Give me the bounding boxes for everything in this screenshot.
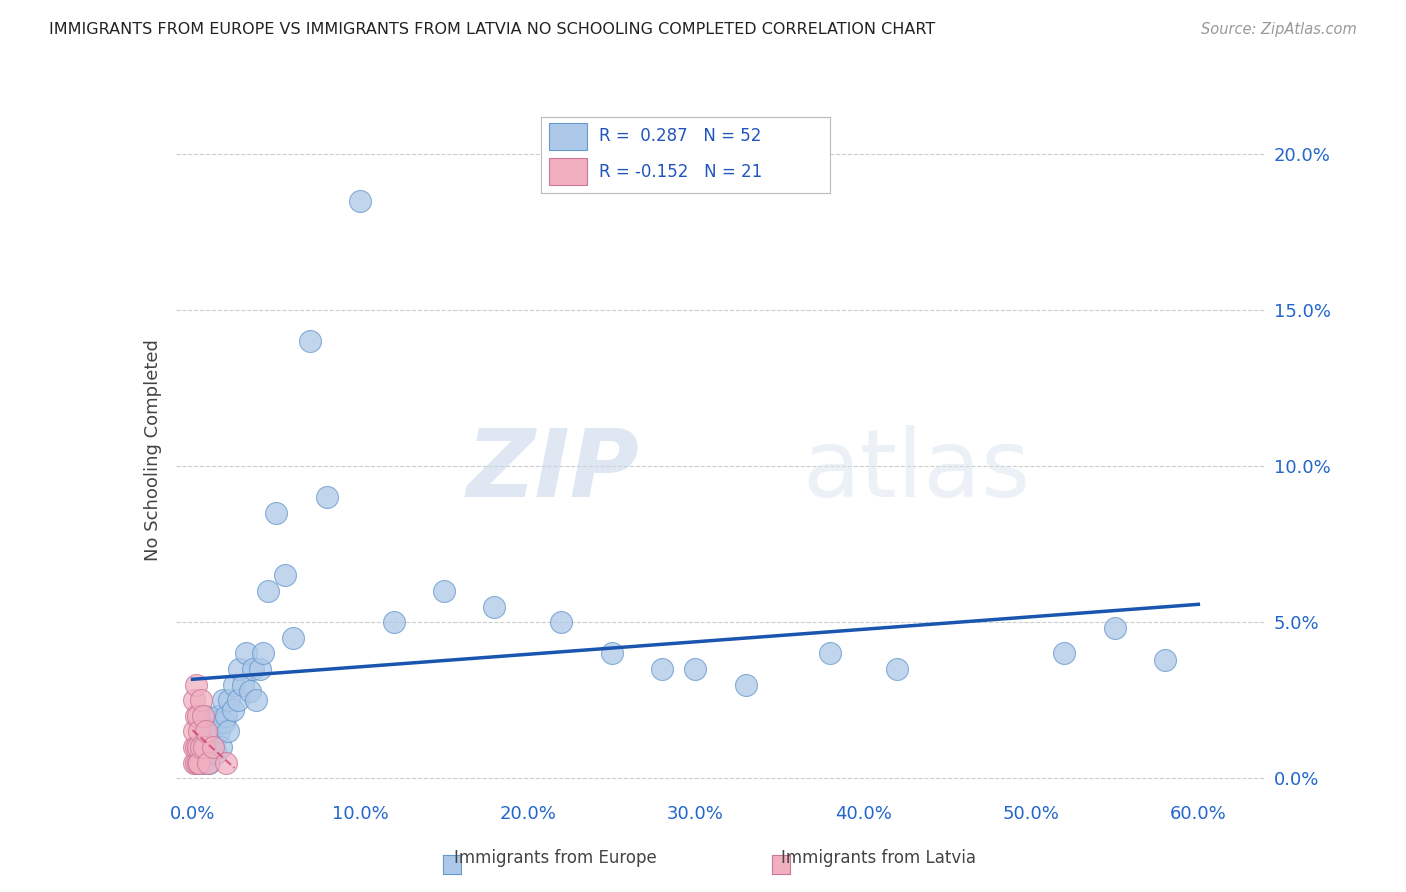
- Point: [226, 693, 249, 707]
- Point: [190, 746, 212, 760]
- Point: [235, 646, 257, 660]
- Point: [194, 708, 217, 723]
- Point: [249, 662, 271, 676]
- Point: [193, 740, 215, 755]
- Point: [183, 740, 205, 755]
- Text: Immigrants from Latvia: Immigrants from Latvia: [782, 849, 976, 867]
- Text: Source: ZipAtlas.com: Source: ZipAtlas.com: [1201, 22, 1357, 37]
- Point: [298, 334, 321, 348]
- Point: [238, 683, 260, 698]
- Point: [242, 662, 264, 676]
- Point: [186, 740, 209, 755]
- Point: [266, 506, 288, 520]
- Point: [228, 662, 250, 676]
- Text: ZIP: ZIP: [465, 425, 638, 517]
- Point: [209, 740, 232, 755]
- Point: [349, 194, 371, 208]
- Point: [232, 678, 254, 692]
- Point: [274, 568, 297, 582]
- Point: [188, 724, 211, 739]
- Point: [550, 615, 572, 630]
- Point: [211, 693, 233, 707]
- Text: IMMIGRANTS FROM EUROPE VS IMMIGRANTS FROM LATVIA NO SCHOOLING COMPLETED CORRELAT: IMMIGRANTS FROM EUROPE VS IMMIGRANTS FRO…: [49, 22, 935, 37]
- Point: [186, 740, 209, 755]
- Point: [818, 646, 841, 660]
- Point: [215, 708, 238, 723]
- Point: [200, 740, 222, 755]
- Point: [208, 724, 231, 739]
- Point: [685, 662, 707, 676]
- Text: Immigrants from Europe: Immigrants from Europe: [454, 849, 657, 867]
- Point: [218, 693, 240, 707]
- Point: [222, 703, 245, 717]
- Point: [1153, 653, 1175, 667]
- Point: [257, 583, 280, 598]
- Point: [198, 724, 221, 739]
- Point: [214, 715, 236, 730]
- Point: [186, 708, 209, 723]
- Point: [184, 740, 207, 755]
- Point: [183, 724, 205, 739]
- Point: [183, 756, 205, 770]
- Point: [224, 678, 246, 692]
- Point: [484, 599, 506, 614]
- Point: [215, 756, 238, 770]
- Point: [245, 693, 267, 707]
- Y-axis label: No Schooling Completed: No Schooling Completed: [143, 340, 162, 561]
- Point: [190, 693, 212, 707]
- Point: [382, 615, 405, 630]
- Point: [191, 756, 214, 770]
- Point: [252, 646, 274, 660]
- Point: [186, 756, 209, 770]
- Point: [194, 740, 217, 755]
- Point: [217, 724, 239, 739]
- Point: [201, 740, 224, 755]
- Point: [184, 708, 207, 723]
- Point: [205, 746, 228, 760]
- Point: [1104, 621, 1126, 635]
- Point: [191, 708, 214, 723]
- Point: [183, 693, 205, 707]
- Point: [193, 724, 215, 739]
- Point: [651, 662, 673, 676]
- Point: [184, 678, 207, 692]
- Point: [281, 631, 304, 645]
- Point: [1053, 646, 1076, 660]
- Point: [184, 756, 207, 770]
- Point: [600, 646, 623, 660]
- Point: [198, 756, 221, 770]
- Point: [194, 724, 217, 739]
- Point: [315, 490, 337, 504]
- Point: [886, 662, 908, 676]
- Point: [197, 756, 219, 770]
- Point: [433, 583, 456, 598]
- Point: [188, 756, 211, 770]
- Point: [207, 708, 229, 723]
- Point: [202, 733, 225, 747]
- Point: [190, 740, 212, 755]
- Text: atlas: atlas: [803, 425, 1031, 517]
- Point: [734, 678, 756, 692]
- Point: [197, 746, 219, 760]
- Point: [201, 715, 224, 730]
